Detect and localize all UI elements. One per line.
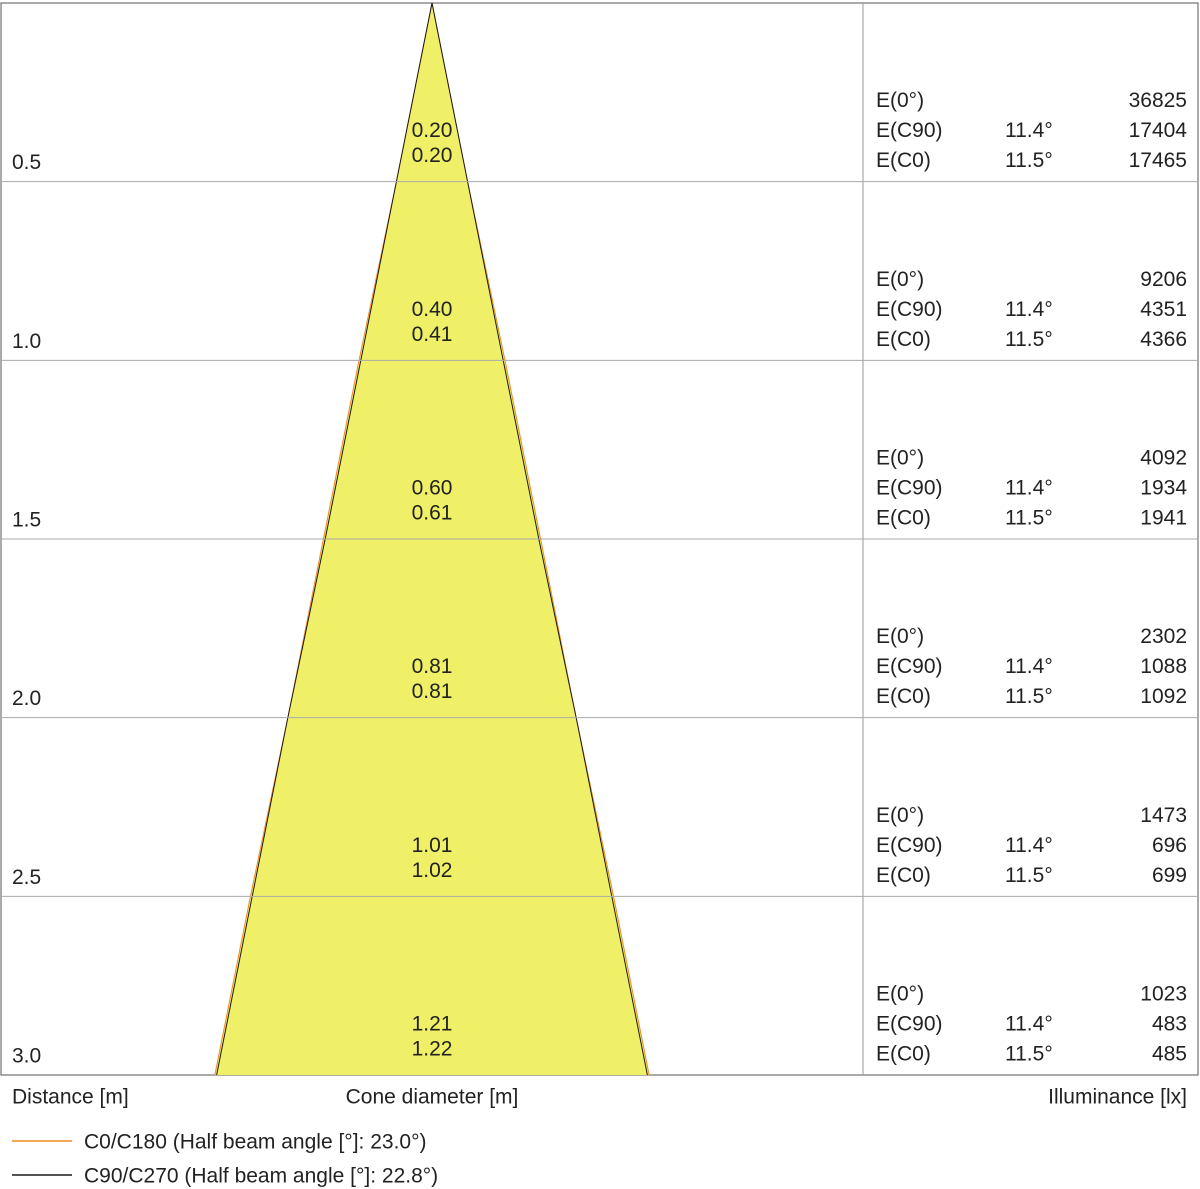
x-label: Distance [m]	[12, 1086, 129, 1109]
illuminance-value: 1934	[1140, 477, 1187, 500]
illuminance-value: 36825	[1129, 89, 1187, 112]
diameter-label: 0.40	[412, 298, 453, 321]
illuminance-value: 2302	[1140, 625, 1187, 648]
distance-label: 0.5	[12, 151, 41, 174]
illuminance-name: E(C90)	[876, 655, 943, 678]
illuminance-angle: 11.4°	[1005, 834, 1053, 857]
diameter-label: 0.60	[412, 477, 453, 500]
illuminance-value: 1088	[1140, 655, 1187, 678]
illuminance-angle: 11.5°	[1005, 328, 1053, 351]
right-label: Illuminance [lx]	[1048, 1086, 1187, 1109]
legend-label: C90/C270 (Half beam angle [°]: 22.8°)	[84, 1165, 438, 1188]
illuminance-angle: 11.5°	[1005, 507, 1053, 530]
diameter-label: 0.61	[412, 502, 453, 525]
diameter-label: 1.22	[412, 1038, 453, 1061]
illuminance-angle: 11.5°	[1005, 1043, 1053, 1066]
illuminance-value: 4366	[1140, 328, 1187, 351]
illuminance-angle: 11.5°	[1005, 864, 1053, 887]
illuminance-angle: 11.4°	[1005, 655, 1053, 678]
illuminance-name: E(C0)	[876, 149, 931, 172]
illuminance-value: 9206	[1140, 268, 1187, 291]
diameter-label: 0.41	[412, 323, 453, 346]
distance-label: 2.0	[12, 687, 41, 710]
illuminance-value: 483	[1152, 1013, 1187, 1036]
illuminance-value: 1092	[1140, 685, 1187, 708]
distance-label: 3.0	[12, 1045, 41, 1068]
diameter-label: 0.20	[412, 119, 453, 142]
illuminance-name: E(C90)	[876, 298, 943, 321]
diameter-label: 1.01	[412, 834, 453, 857]
cone-edge-right	[467, 181, 648, 1076]
illuminance-angle: 11.4°	[1005, 298, 1053, 321]
diameter-label: 1.02	[412, 859, 453, 882]
illuminance-value: 4351	[1140, 298, 1187, 321]
illuminance-name: E(0°)	[876, 447, 924, 470]
cone-edge-left	[214, 181, 397, 1076]
illuminance-angle: 11.4°	[1005, 1013, 1053, 1036]
cone-apex-edge	[431, 2, 469, 182]
illuminance-value: 1473	[1140, 804, 1187, 827]
diameter-label: 0.81	[412, 655, 453, 678]
illuminance-name: E(C0)	[876, 507, 931, 530]
illuminance-value: 4092	[1140, 447, 1187, 470]
legend-label: C0/C180 (Half beam angle [°]: 23.0°)	[84, 1131, 426, 1154]
diameter-label: 0.81	[412, 680, 453, 703]
illuminance-name: E(0°)	[876, 804, 924, 827]
illuminance-name: E(0°)	[876, 625, 924, 648]
illuminance-angle: 11.5°	[1005, 149, 1053, 172]
illuminance-value: 1023	[1140, 983, 1187, 1006]
illuminance-name: E(C90)	[876, 1013, 943, 1036]
illuminance-name: E(C90)	[876, 119, 943, 142]
diameter-label: 1.21	[412, 1013, 453, 1036]
illuminance-angle: 11.5°	[1005, 685, 1053, 708]
illuminance-name: E(0°)	[876, 268, 924, 291]
illuminance-name: E(0°)	[876, 89, 924, 112]
distance-label: 2.5	[12, 866, 41, 889]
illuminance-name: E(C0)	[876, 1043, 931, 1066]
illuminance-value: 1941	[1140, 507, 1187, 530]
illuminance-value: 17404	[1129, 119, 1188, 142]
illuminance-name: E(C0)	[876, 685, 931, 708]
illuminance-name: E(C0)	[876, 864, 931, 887]
diameter-label: 0.20	[412, 144, 453, 167]
distance-label: 1.5	[12, 509, 41, 532]
illuminance-value: 696	[1152, 834, 1187, 857]
illuminance-angle: 11.4°	[1005, 477, 1053, 500]
distance-label: 1.0	[12, 330, 41, 353]
illuminance-name: E(C90)	[876, 834, 943, 857]
illuminance-name: E(C90)	[876, 477, 943, 500]
cone-edge-left	[216, 181, 397, 1076]
cone-edge-right	[467, 181, 650, 1076]
illuminance-name: E(C0)	[876, 328, 931, 351]
center-label: Cone diameter [m]	[346, 1086, 519, 1109]
illuminance-value: 17465	[1129, 149, 1187, 172]
illuminance-value: 699	[1152, 864, 1187, 887]
illuminance-angle: 11.4°	[1005, 119, 1053, 142]
illuminance-value: 485	[1152, 1043, 1187, 1066]
cone-apex-edge	[395, 2, 433, 182]
illuminance-name: E(0°)	[876, 983, 924, 1006]
